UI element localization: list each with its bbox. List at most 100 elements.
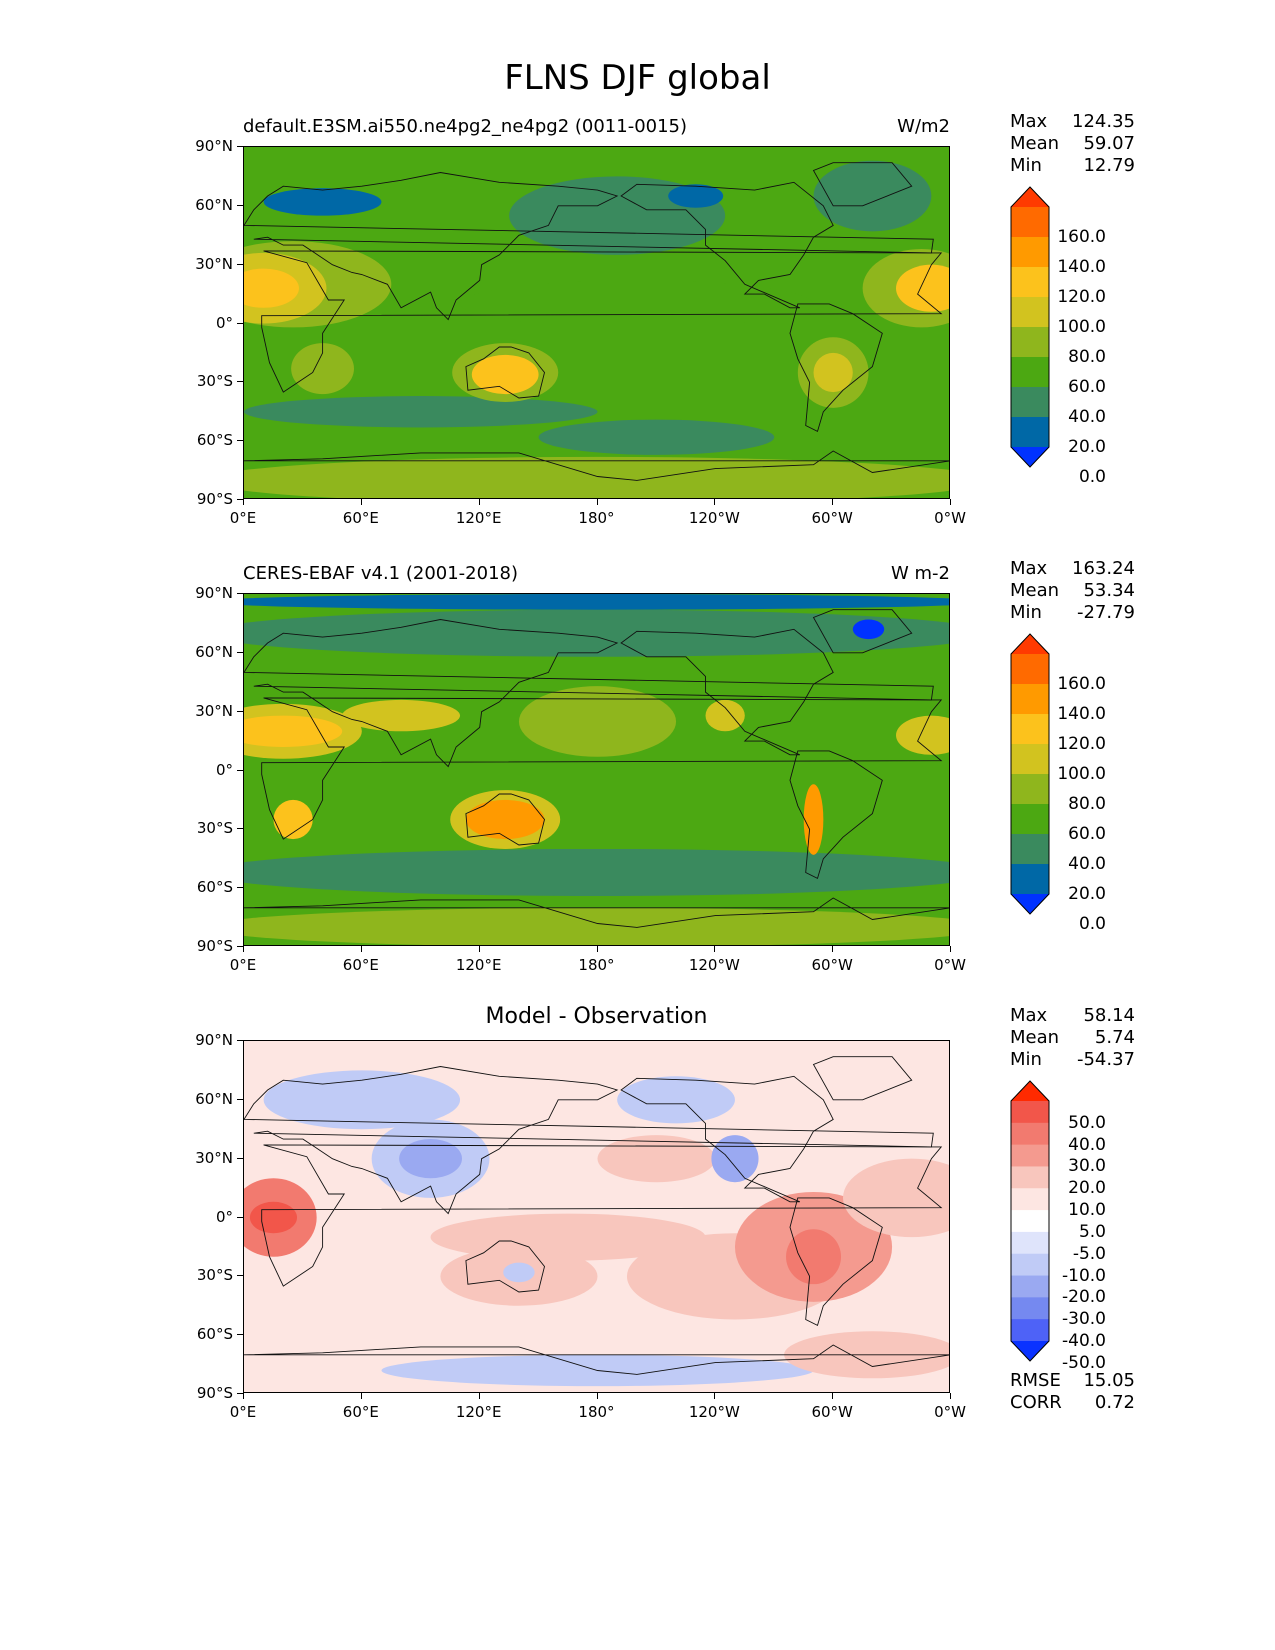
panel-1-ytick-mark: [237, 146, 243, 147]
panel-2-ytick-label: 60°S: [196, 878, 233, 897]
panel-3-xtick-mark: [360, 1393, 362, 1399]
panel-2-xtick-label: 0°W: [934, 956, 966, 974]
panel-2-ytick-label: 90°N: [195, 584, 233, 602]
panel-3-ytick-label: 90°S: [196, 1384, 233, 1402]
panel-3-colorbar-band: [1011, 1231, 1049, 1255]
panel-2-colorbar-label: 20.0: [1068, 884, 1106, 904]
panel-3-ytick-label: 60°S: [196, 1325, 233, 1344]
panel-1-coastline: [620, 181, 834, 309]
panel-1-field-region: [244, 396, 598, 428]
panel-1-field-region: [291, 343, 354, 395]
panel-3-xtick-mark: [714, 1393, 716, 1399]
panel-2-field-region: [244, 609, 949, 657]
panel-1-ytick-label: 30°N: [195, 254, 233, 273]
panel-2-stat-label: Min: [1010, 602, 1042, 623]
panel-2-xtick-mark: [832, 946, 834, 952]
panel-1-stat-value: 12.79: [1083, 155, 1135, 176]
panel-1-xtick-mark: [596, 499, 598, 505]
panel-3-colorbar-extend-min: [1011, 1341, 1049, 1361]
panel-3-xtick-label: 120°W: [688, 1403, 740, 1421]
panel-2-colorbar-band: [1011, 774, 1049, 805]
panel-3-ytick-mark: [237, 1393, 243, 1394]
panel-2-xtick-label: 60°W: [811, 956, 853, 974]
panel-2-ytick-label: 30°N: [195, 701, 233, 720]
panel-3-ytick-mark: [237, 1040, 243, 1041]
panel-1-ytick-label: 60°S: [196, 431, 233, 450]
panel-2-coastline: [620, 628, 834, 756]
panel-1-xtick-label: 60°W: [811, 509, 853, 527]
panel-1-stat-label: Mean: [1010, 133, 1060, 154]
panel-1-stat-value: 124.35: [1072, 111, 1135, 132]
panel-2-stat-value: -27.79: [1076, 602, 1135, 623]
panel-2-stats: Max 163.24 Mean 53.34 Min -27.79: [1010, 558, 1135, 624]
panel-1-stats: Max 124.35 Mean 59.07 Min 12.79: [1010, 111, 1135, 177]
panel-3-field-region: [711, 1135, 759, 1183]
panel-3-xtick-label: 0°W: [934, 1403, 966, 1421]
panel-2-colorbar-band: [1011, 744, 1049, 775]
panel-1-colorbar-band: [1011, 387, 1049, 418]
panel-2-stat-label: Max: [1010, 558, 1048, 579]
panel-3-colorbar-band: [1011, 1188, 1049, 1211]
panel-3-ytick-label: 30°N: [195, 1148, 233, 1167]
panel-1-colorbar-band: [1011, 297, 1049, 328]
panel-2-ytick-label: 60°N: [195, 642, 233, 661]
panel-3-ytick-label: 90°N: [195, 1031, 233, 1049]
panel-3-stat-label: Min: [1010, 1049, 1042, 1070]
panel-3-xtick-mark: [478, 1393, 480, 1399]
panel-3-ytick-label: 60°N: [195, 1089, 233, 1108]
panel-3-xtick-label: 180°: [578, 1403, 615, 1421]
panel-2-colorbar-extend-max: [1011, 634, 1049, 654]
panel-1-ytick-label: 60°N: [195, 195, 233, 214]
panel-3-metric-row: CORR 0.72: [1010, 1392, 1135, 1414]
panel-2-xtick-mark: [243, 946, 244, 952]
panel-2-field-region: [705, 699, 745, 732]
panel-2-colorbar-label: 120.0: [1057, 734, 1106, 754]
panel-3-ytick-label: 0°: [215, 1207, 233, 1226]
panel-3-colorbar-label: -40.0: [1062, 1331, 1106, 1351]
panel-2-colorbar-band: [1011, 684, 1049, 715]
panel-2-ytick-mark: [237, 828, 243, 830]
panel-1-field-region: [460, 280, 814, 328]
panel-1-colorbar-label: 80.0: [1068, 347, 1106, 367]
panel-3-colorbar-label: -30.0: [1062, 1309, 1106, 1330]
panel-2-colorbar-label: 160.0: [1057, 674, 1106, 694]
panel-3-colorbar: [1010, 1080, 1050, 1362]
panel-3-xtick-label: 60°E: [342, 1403, 379, 1421]
panel-3-metric-value: 15.05: [1083, 1370, 1135, 1391]
panel-2-ytick-mark: [237, 946, 243, 947]
panel-1-ytick-mark: [237, 499, 243, 500]
panel-1-stat-label: Min: [1010, 155, 1042, 176]
panel-3-colorbar-outline: [1010, 1080, 1050, 1362]
panel-2-ytick-mark: [237, 710, 243, 712]
panel-1-field-region: [896, 264, 949, 312]
panel-2-colorbar-label: 80.0: [1068, 794, 1106, 814]
panel-3-metric-value: 0.72: [1094, 1392, 1135, 1413]
panel-1-stat-row: Max 124.35: [1010, 111, 1135, 133]
panel-3-colorbar-band: [1011, 1297, 1049, 1320]
panel-2-ytick-mark: [237, 769, 243, 771]
panel-3-ytick-mark: [237, 1157, 243, 1159]
panel-3-field-region: [597, 1135, 716, 1183]
panel-2-xtick-label: 180°: [578, 956, 615, 974]
panel-3-field-region: [786, 1229, 842, 1285]
panel-3-xtick-label: 0°E: [229, 1403, 257, 1421]
panel-3-coastline: [465, 1240, 545, 1293]
panel-2-coastline: [244, 897, 949, 928]
panel-3-field-region: [503, 1262, 535, 1283]
panel-1-xtick-label: 60°E: [342, 509, 379, 527]
panel-1-coastline: [261, 250, 943, 393]
panel-3-colorbar-label: -10.0: [1062, 1265, 1106, 1286]
panel-3-metric-label: CORR: [1010, 1392, 1062, 1413]
panel-1-stat-label: Max: [1010, 111, 1048, 132]
panel-3-field-region: [263, 1070, 461, 1130]
panel-3-ytick-mark: [237, 1334, 243, 1336]
panel-1-field-region: [813, 352, 853, 393]
panel-2-xtick-mark: [360, 946, 362, 952]
panel-3-xtick-mark: [950, 1393, 951, 1399]
panel-2-coastline: [812, 609, 913, 654]
panel-1-coastline: [789, 303, 883, 433]
panel-2-field-region: [273, 799, 313, 840]
panel-2-ytick-mark: [237, 887, 243, 889]
panel-2-ytick-label: 0°: [215, 760, 233, 779]
panel-2-coastline: [261, 697, 943, 840]
